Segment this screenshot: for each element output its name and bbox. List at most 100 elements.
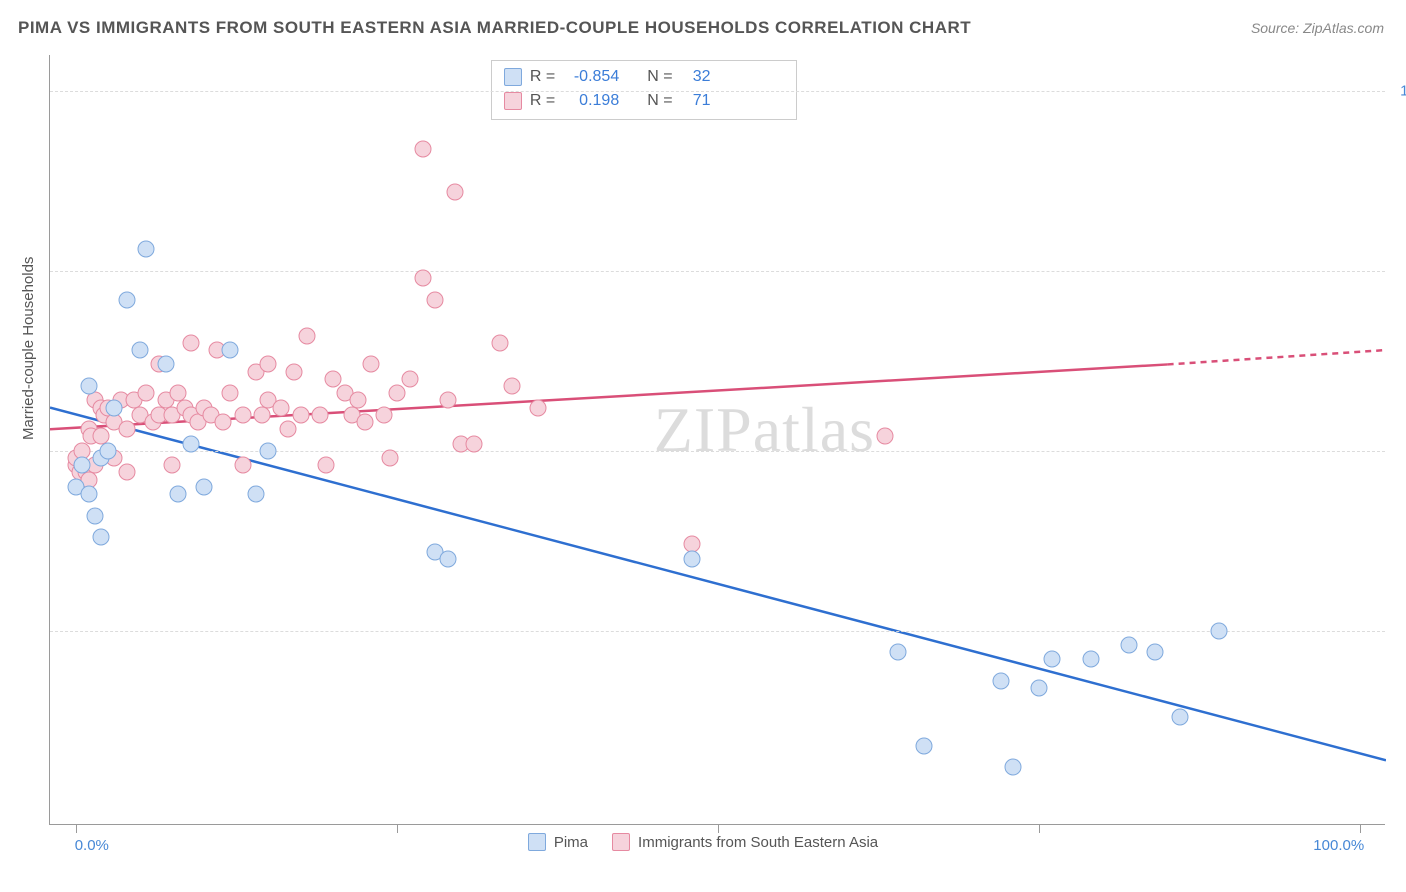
- scatter-point: [382, 449, 399, 466]
- scatter-point: [74, 457, 91, 474]
- legend-item: Immigrants from South Eastern Asia: [612, 833, 878, 851]
- gridline: [50, 271, 1385, 272]
- x-tick: [76, 824, 77, 833]
- scatter-point: [86, 507, 103, 524]
- scatter-point: [183, 435, 200, 452]
- legend-swatch: [528, 833, 546, 851]
- scatter-point: [491, 334, 508, 351]
- scatter-point: [234, 406, 251, 423]
- watermark: ZIPatlas: [654, 393, 875, 467]
- scatter-point: [324, 370, 341, 387]
- stat-label: R =: [530, 92, 555, 110]
- stat-n-value: 32: [681, 68, 711, 86]
- scatter-point: [106, 399, 123, 416]
- stat-row: R = -0.854 N = 32: [504, 65, 784, 89]
- scatter-point: [279, 421, 296, 438]
- scatter-point: [440, 392, 457, 409]
- scatter-point: [1121, 637, 1138, 654]
- stat-r-value: 0.198: [563, 92, 619, 110]
- scatter-point: [138, 385, 155, 402]
- scatter-point: [530, 399, 547, 416]
- scatter-point: [234, 457, 251, 474]
- plot-area: ZIPatlas R =-0.854N =32R =0.198N =71 25.…: [49, 55, 1385, 825]
- x-tick: [718, 824, 719, 833]
- x-tick: [1039, 824, 1040, 833]
- scatter-point: [221, 342, 238, 359]
- gridline: [50, 631, 1385, 632]
- scatter-point: [298, 327, 315, 344]
- scatter-point: [1172, 709, 1189, 726]
- scatter-point: [1044, 651, 1061, 668]
- y-tick-label: 100.0%: [1400, 82, 1406, 99]
- x-tick: [397, 824, 398, 833]
- source-label: Source: ZipAtlas.com: [1251, 20, 1384, 36]
- legend-swatch: [504, 92, 522, 110]
- scatter-point: [1082, 651, 1099, 668]
- x-tick-label: 100.0%: [1313, 837, 1364, 854]
- scatter-point: [183, 334, 200, 351]
- scatter-point: [311, 406, 328, 423]
- scatter-point: [414, 270, 431, 287]
- stat-label: N =: [647, 92, 672, 110]
- x-tick: [1360, 824, 1361, 833]
- scatter-point: [1146, 644, 1163, 661]
- x-tick-label: 0.0%: [75, 837, 109, 854]
- scatter-point: [131, 342, 148, 359]
- gridline: [50, 451, 1385, 452]
- stat-label: R =: [530, 68, 555, 86]
- scatter-point: [99, 442, 116, 459]
- stat-r-value: -0.854: [563, 68, 619, 86]
- scatter-point: [119, 464, 136, 481]
- scatter-point: [1211, 622, 1228, 639]
- stat-label: N =: [647, 68, 672, 86]
- legend-label: Pima: [554, 834, 588, 851]
- scatter-point: [260, 356, 277, 373]
- scatter-point: [1005, 759, 1022, 776]
- scatter-point: [504, 378, 521, 395]
- scatter-point: [215, 414, 232, 431]
- scatter-point: [80, 485, 97, 502]
- trend-line: [1168, 350, 1386, 364]
- trend-line: [50, 408, 1386, 761]
- scatter-point: [164, 457, 181, 474]
- scatter-point: [376, 406, 393, 423]
- scatter-point: [286, 363, 303, 380]
- scatter-point: [889, 644, 906, 661]
- scatter-point: [440, 550, 457, 567]
- scatter-point: [170, 485, 187, 502]
- scatter-point: [414, 140, 431, 157]
- gridline: [50, 91, 1385, 92]
- scatter-point: [350, 392, 367, 409]
- scatter-point: [119, 421, 136, 438]
- scatter-point: [356, 414, 373, 431]
- scatter-point: [119, 291, 136, 308]
- scatter-point: [80, 378, 97, 395]
- legend-item: Pima: [528, 833, 588, 851]
- scatter-point: [1031, 680, 1048, 697]
- chart-title: PIMA VS IMMIGRANTS FROM SOUTH EASTERN AS…: [18, 18, 971, 38]
- legend-swatch: [504, 68, 522, 86]
- y-axis-title: Married-couple Households: [20, 257, 37, 440]
- legend: Pima Immigrants from South Eastern Asia: [0, 833, 1406, 851]
- scatter-point: [915, 737, 932, 754]
- scatter-point: [196, 478, 213, 495]
- scatter-point: [221, 385, 238, 402]
- scatter-point: [363, 356, 380, 373]
- scatter-point: [446, 183, 463, 200]
- scatter-point: [93, 529, 110, 546]
- scatter-point: [260, 442, 277, 459]
- scatter-point: [247, 485, 264, 502]
- scatter-point: [157, 356, 174, 373]
- stat-row: R = 0.198 N = 71: [504, 89, 784, 113]
- scatter-point: [273, 399, 290, 416]
- scatter-point: [138, 241, 155, 258]
- scatter-point: [318, 457, 335, 474]
- legend-swatch: [612, 833, 630, 851]
- stat-n-value: 71: [681, 92, 711, 110]
- scatter-point: [684, 550, 701, 567]
- scatter-point: [388, 385, 405, 402]
- scatter-point: [992, 673, 1009, 690]
- legend-label: Immigrants from South Eastern Asia: [638, 834, 878, 851]
- scatter-point: [465, 435, 482, 452]
- scatter-point: [427, 291, 444, 308]
